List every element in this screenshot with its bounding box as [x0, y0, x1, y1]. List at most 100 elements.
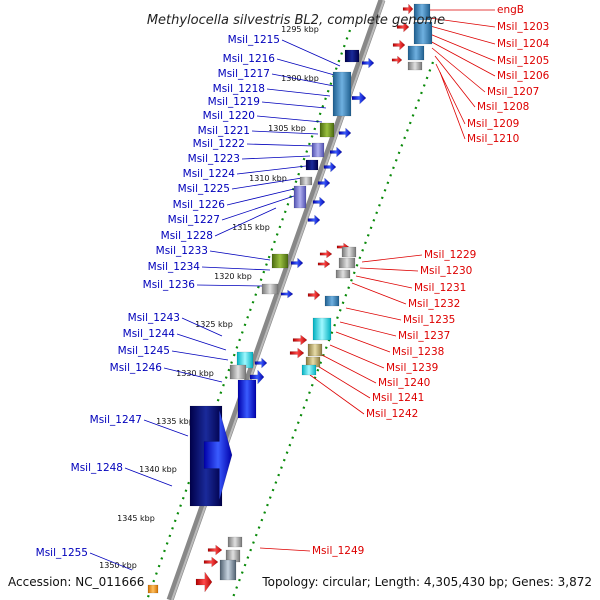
tick-label-1295-kbp: 1295 kbp — [281, 25, 319, 34]
leader-msil-1232 — [351, 282, 407, 305]
gene-feature-30 — [361, 57, 375, 69]
gene-feature-55 — [147, 584, 159, 594]
gene-feature-3 — [396, 21, 410, 33]
tick-label-1330-kbp: 1330 kbp — [176, 369, 214, 378]
tick-label-1350-kbp: 1350 kbp — [99, 561, 137, 570]
tick-label-1335-kbp: 1335 kbp — [156, 417, 194, 426]
gene-label-msil-1205: Msil_1205 — [497, 55, 549, 67]
gene-label-msil-1207: Msil_1207 — [487, 86, 539, 98]
gene-label-msil-1255: Msil_1255 — [36, 547, 88, 559]
gene-label-msil-1209: Msil_1209 — [467, 118, 519, 130]
gene-feature-14 — [335, 269, 351, 279]
gene-feature-19 — [307, 343, 323, 357]
gene-label-msil-1242: Msil_1242 — [366, 408, 418, 420]
leader-msil-1204 — [422, 23, 496, 45]
leader-msil-1207 — [431, 47, 486, 93]
leader-msil-1248 — [124, 467, 173, 487]
gene-label-msil-1239: Msil_1239 — [386, 362, 438, 374]
leader-msil-1203 — [421, 16, 496, 28]
tick-label-layer: 1295 kbp 1300 kbp 1305 kbp 1310 kbp 1315 kbp… — [99, 25, 319, 570]
gene-label-msil-1240: Msil_1240 — [378, 377, 430, 389]
leader-msil-1224 — [236, 165, 307, 175]
tick-label-1340-kbp: 1340 kbp — [139, 465, 177, 474]
gene-label-msil-1233: Msil_1233 — [156, 245, 208, 257]
gene-label-msil-1241: Msil_1241 — [372, 392, 424, 404]
gene-label-msil-1226: Msil_1226 — [173, 199, 226, 211]
gene-label-msil-1221: Msil_1221 — [198, 125, 250, 137]
gene-label-msil-1206: Msil_1206 — [497, 70, 550, 82]
leader-msil-1236 — [196, 284, 263, 287]
gene-feature-32 — [351, 91, 367, 105]
gene-feature-46 — [261, 283, 279, 295]
leader-msil-1255 — [89, 552, 133, 571]
gene-label-msil-1229: Msil_1229 — [424, 249, 476, 261]
tick-label-1310-kbp: 1310 kbp — [249, 174, 287, 183]
leader-msil-1220 — [256, 115, 323, 123]
leader-msil-1206 — [427, 39, 496, 77]
gene-label-msil-1223: Msil_1223 — [188, 153, 240, 165]
gene-label-msil-1249: Msil_1249 — [312, 545, 364, 557]
gene-feature-47 — [280, 289, 294, 299]
tick-label-1320-kbp: 1320 kbp — [214, 272, 252, 281]
gene-feature-29 — [344, 49, 360, 63]
gene-feature-11 — [319, 249, 333, 259]
leader-msil-1239 — [329, 344, 385, 369]
gene-label-msil-1220: Msil_1220 — [203, 110, 255, 122]
leader-msil-1246 — [163, 367, 223, 383]
gene-feature-layer — [147, 3, 433, 594]
leader-msil-1222 — [246, 143, 315, 147]
gene-label-msil-1215: Msil_1215 — [228, 34, 280, 46]
leader-msil-1243 — [181, 317, 223, 337]
gene-label-msil-1204: Msil_1204 — [497, 38, 550, 50]
gene-feature-40 — [317, 177, 331, 189]
map-title: Methylocella silvestris BL2, complete ge… — [147, 13, 445, 28]
gene-label-msil-1232: Msil_1232 — [408, 298, 460, 310]
leader-msil-1221 — [251, 130, 319, 135]
gene-label-msil-1228: Msil_1228 — [161, 230, 213, 242]
gene-label-msil-1247: Msil_1247 — [90, 414, 142, 426]
gene-feature-35 — [311, 142, 325, 158]
gene-feature-33 — [319, 122, 335, 138]
gene-feature-16 — [324, 295, 340, 307]
tick-label-1345-kbp: 1345 kbp — [117, 514, 155, 523]
gene-label-msil-1224: Msil_1224 — [183, 168, 236, 180]
leader-msil-1219 — [261, 101, 327, 109]
gene-label-msil-1236: Msil_1236 — [143, 279, 196, 291]
gene-label-msil-1231: Msil_1231 — [414, 282, 466, 294]
gene-feature-18 — [292, 334, 308, 346]
gene-label-msil-1217: Msil_1217 — [218, 68, 270, 80]
gene-feature-36 — [329, 146, 343, 158]
gene-feature-39 — [299, 176, 313, 186]
leader-msil-1230 — [359, 267, 419, 272]
gene-label-engb: engB — [497, 4, 524, 16]
tick-label-1315-kbp: 1315 kbp — [232, 223, 270, 232]
gene-label-msil-1210: Msil_1210 — [467, 133, 519, 145]
gene-label-msil-1243: Msil_1243 — [128, 312, 180, 324]
leader-msil-1217 — [271, 73, 335, 87]
gene-feature-41 — [293, 185, 307, 209]
leader-msil-1210 — [439, 71, 466, 140]
gene-label-msil-1203: Msil_1203 — [497, 21, 549, 33]
leader-msil-1234 — [201, 266, 271, 271]
gene-label-msil-1246: Msil_1246 — [110, 362, 163, 374]
gene-label-msil-1230: Msil_1230 — [420, 265, 472, 277]
gene-label-msil-1245: Msil_1245 — [118, 345, 170, 357]
gene-feature-22 — [301, 364, 317, 376]
gene-label-msil-1238: Msil_1238 — [392, 346, 444, 358]
gene-feature-28 — [195, 571, 213, 593]
leader-msil-1241 — [315, 364, 371, 399]
leader-msil-1240 — [321, 354, 377, 384]
gene-feature-8 — [407, 61, 423, 71]
gene-feature-13 — [317, 259, 331, 269]
leader-msil-1226 — [226, 187, 299, 206]
gene-feature-17 — [312, 317, 332, 341]
gene-label-msil-1244: Msil_1244 — [123, 328, 176, 340]
tick-label-1325-kbp: 1325 kbp — [195, 320, 233, 329]
gene-label-msil-1219: Msil_1219 — [208, 96, 260, 108]
gene-label-msil-1237: Msil_1237 — [398, 330, 450, 342]
gene-feature-24 — [207, 544, 223, 556]
gene-feature-44 — [271, 253, 289, 269]
gene-feature-42 — [312, 196, 326, 208]
leader-msil-1244 — [176, 333, 227, 351]
